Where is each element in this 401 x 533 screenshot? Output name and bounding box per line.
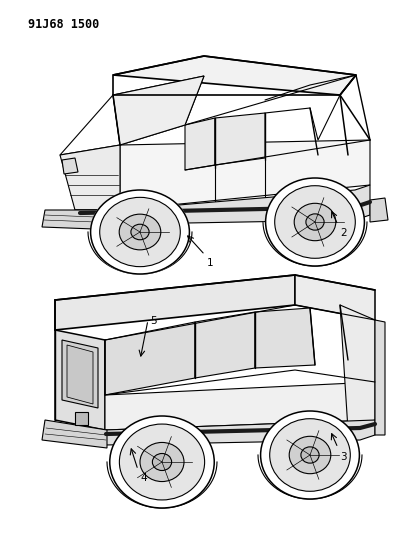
Polygon shape — [42, 420, 107, 448]
Ellipse shape — [275, 185, 355, 259]
Ellipse shape — [289, 437, 331, 474]
Polygon shape — [215, 113, 265, 165]
Ellipse shape — [119, 424, 205, 500]
Polygon shape — [195, 312, 255, 378]
Polygon shape — [113, 76, 204, 145]
Polygon shape — [295, 275, 375, 320]
Text: 5: 5 — [150, 316, 157, 326]
Polygon shape — [75, 185, 370, 225]
Ellipse shape — [131, 224, 149, 240]
Polygon shape — [67, 345, 93, 404]
Polygon shape — [60, 145, 120, 210]
Polygon shape — [120, 140, 370, 210]
Polygon shape — [255, 308, 315, 368]
Polygon shape — [55, 275, 295, 330]
Ellipse shape — [140, 442, 184, 481]
Text: 1: 1 — [207, 258, 214, 268]
Polygon shape — [105, 322, 195, 395]
Ellipse shape — [100, 197, 180, 266]
Ellipse shape — [91, 190, 189, 274]
Ellipse shape — [261, 411, 359, 499]
Polygon shape — [42, 210, 120, 230]
Text: 3: 3 — [340, 452, 346, 462]
Ellipse shape — [110, 416, 214, 508]
Polygon shape — [62, 340, 98, 408]
Polygon shape — [75, 412, 88, 425]
Polygon shape — [55, 330, 105, 430]
Polygon shape — [113, 56, 356, 95]
Polygon shape — [105, 382, 375, 430]
Ellipse shape — [306, 214, 324, 230]
Polygon shape — [375, 320, 385, 435]
Polygon shape — [370, 198, 388, 222]
Ellipse shape — [294, 203, 336, 241]
Text: 91J68 1500: 91J68 1500 — [28, 18, 99, 31]
Ellipse shape — [119, 214, 161, 250]
Polygon shape — [62, 158, 78, 174]
Ellipse shape — [152, 454, 172, 471]
Text: 4: 4 — [140, 473, 147, 483]
Ellipse shape — [265, 178, 365, 266]
Ellipse shape — [91, 190, 189, 274]
Text: 2: 2 — [340, 228, 346, 238]
Ellipse shape — [270, 419, 350, 491]
Ellipse shape — [301, 447, 319, 463]
Polygon shape — [105, 420, 375, 445]
Polygon shape — [185, 118, 215, 170]
Polygon shape — [340, 305, 375, 430]
Polygon shape — [113, 76, 204, 145]
